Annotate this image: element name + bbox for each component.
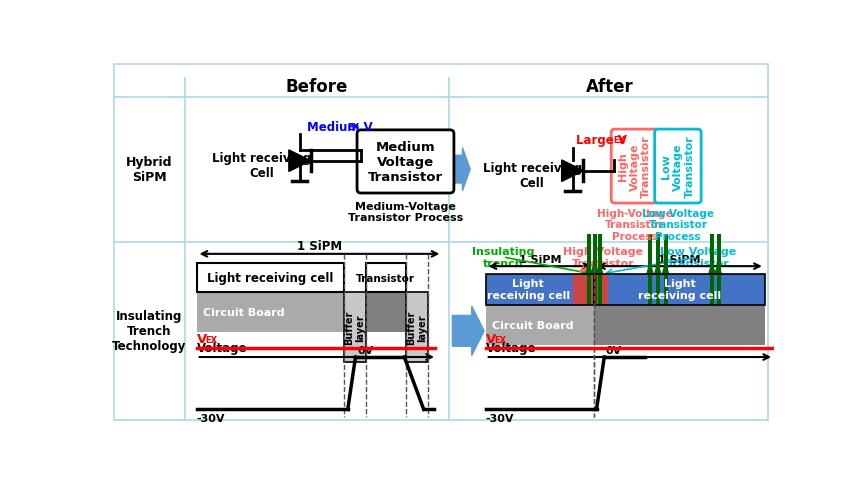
Text: Medium
Voltage
Transistor: Medium Voltage Transistor [368, 141, 443, 183]
Text: EX: EX [613, 136, 626, 145]
Text: Light receiving cell: Light receiving cell [207, 272, 334, 285]
Text: 0V: 0V [605, 346, 622, 356]
Text: Medium-Voltage
Transistor Process: Medium-Voltage Transistor Process [347, 201, 464, 223]
Bar [598, 234, 602, 305]
Bar [648, 234, 653, 305]
Polygon shape [586, 264, 592, 274]
Text: Light
receiving cell: Light receiving cell [487, 279, 570, 300]
Text: Transistor: Transistor [356, 273, 415, 283]
Bar [716, 234, 721, 305]
Text: Low-Voltage
Transistor
Process: Low-Voltage Transistor Process [642, 208, 714, 241]
Polygon shape [452, 307, 484, 356]
Text: Circuit Board: Circuit Board [492, 320, 574, 330]
Text: Large V: Large V [576, 134, 628, 147]
Text: Voltage: Voltage [197, 341, 247, 354]
Polygon shape [562, 161, 583, 182]
Bar [594, 274, 765, 305]
Text: Insulating
trench: Insulating trench [471, 247, 534, 268]
Text: 0V: 0V [357, 346, 373, 356]
Text: -30V: -30V [197, 413, 225, 423]
Text: Light
receiving cell: Light receiving cell [638, 279, 721, 300]
FancyBboxPatch shape [611, 130, 658, 204]
Text: V: V [486, 333, 496, 346]
Bar [486, 274, 594, 305]
Text: High Voltage
Transistor: High Voltage Transistor [563, 247, 643, 268]
Bar [197, 293, 427, 333]
Text: V: V [197, 333, 207, 346]
Bar [593, 234, 597, 305]
Bar [664, 234, 668, 305]
Text: Light receiving
Cell: Light receiving Cell [212, 151, 311, 179]
Polygon shape [647, 264, 653, 274]
Bar [197, 264, 344, 293]
Text: -30V: -30V [486, 413, 514, 423]
Bar [594, 274, 765, 305]
Bar [656, 234, 660, 305]
Bar [406, 293, 427, 362]
Text: Low Voltage
Transistor: Low Voltage Transistor [660, 247, 736, 268]
Bar [197, 293, 344, 333]
Bar [486, 274, 594, 305]
Text: Insulating
Trench
Technology: Insulating Trench Technology [112, 310, 187, 353]
Text: EX: EX [347, 123, 359, 132]
Polygon shape [654, 264, 660, 274]
Bar [366, 264, 406, 293]
FancyBboxPatch shape [654, 130, 701, 204]
Polygon shape [289, 151, 310, 172]
Bar [573, 274, 594, 305]
Polygon shape [597, 264, 603, 274]
Text: Medium V: Medium V [308, 120, 373, 133]
Polygon shape [442, 148, 470, 192]
Text: Before: Before [286, 78, 348, 96]
Polygon shape [591, 264, 598, 274]
Polygon shape [709, 264, 716, 274]
Text: 1 SiPM: 1 SiPM [658, 254, 701, 264]
Bar [710, 234, 715, 305]
Text: High
Voltage
Transistor: High Voltage Transistor [617, 135, 651, 198]
Bar [486, 305, 594, 345]
Text: Low
Voltage
Transistor: Low Voltage Transistor [661, 135, 695, 198]
Bar [344, 293, 366, 362]
Polygon shape [662, 264, 668, 274]
FancyBboxPatch shape [357, 131, 454, 193]
Polygon shape [716, 264, 722, 274]
Text: 1 SiPM: 1 SiPM [297, 239, 342, 252]
Text: After: After [586, 78, 634, 96]
Bar [486, 305, 765, 345]
Text: EX: EX [494, 335, 507, 344]
Text: 1 SiPM: 1 SiPM [519, 254, 562, 264]
Text: High-Voltage
Transistor
Process: High-Voltage Transistor Process [597, 208, 673, 241]
Bar [587, 234, 591, 305]
Text: Light receiving
Cell: Light receiving Cell [482, 161, 582, 189]
Text: Buffer
layer: Buffer layer [344, 310, 366, 345]
Text: Hybrid
SiPM: Hybrid SiPM [126, 156, 173, 184]
Bar [594, 274, 608, 305]
Text: EX: EX [206, 335, 218, 344]
Text: Buffer
layer: Buffer layer [406, 310, 427, 345]
Text: Voltage: Voltage [486, 341, 536, 354]
Text: Circuit Board: Circuit Board [203, 308, 285, 318]
